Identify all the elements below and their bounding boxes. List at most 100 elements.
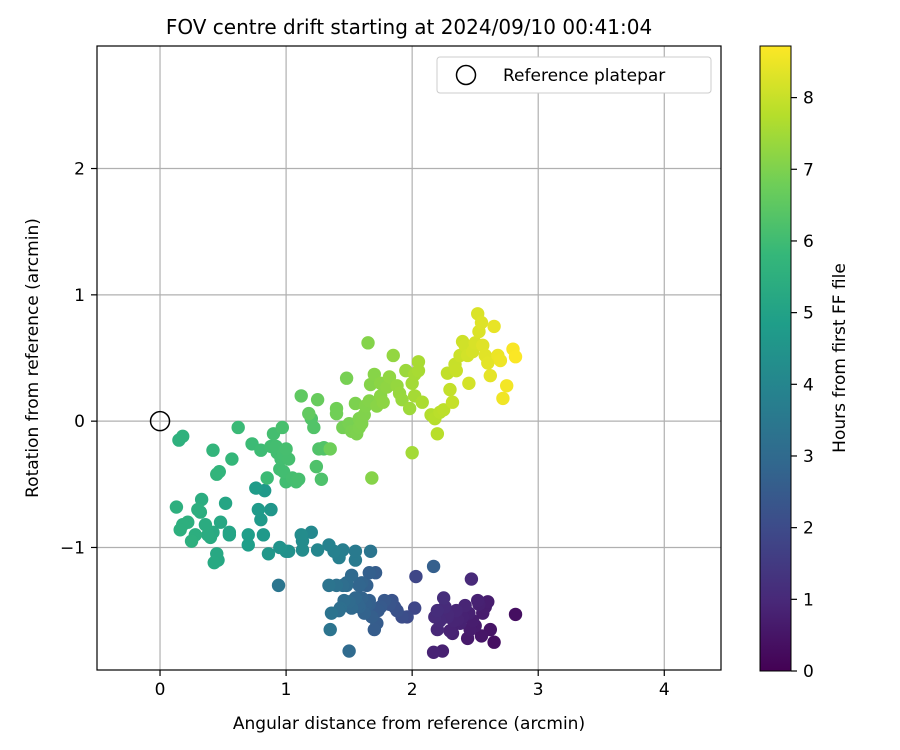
data-point xyxy=(382,370,397,384)
colorbar-tick-label: 8 xyxy=(803,89,814,109)
data-point xyxy=(323,622,337,637)
data-point xyxy=(402,401,417,416)
data-point xyxy=(191,502,205,517)
data-point xyxy=(395,392,409,407)
data-point xyxy=(271,578,286,593)
data-point xyxy=(445,395,460,409)
data-point xyxy=(329,406,344,421)
data-point xyxy=(483,368,498,383)
data-point xyxy=(251,502,266,517)
data-point xyxy=(508,607,523,622)
legend-label: Reference platepar xyxy=(503,66,665,86)
x-axis-ticks: 0 1 2 3 4 xyxy=(155,670,670,700)
data-point xyxy=(348,396,363,411)
colorbar-tick-label: 0 xyxy=(803,662,814,682)
legend: Reference platepar xyxy=(436,56,712,94)
data-point xyxy=(261,547,276,561)
x-tick-label: 0 xyxy=(155,680,166,700)
plot-frame xyxy=(96,45,722,671)
colorbar-ticks: 0 1 2 3 4 5 6 7 8 xyxy=(791,89,814,682)
data-point xyxy=(218,496,233,510)
scatter-points xyxy=(149,307,523,660)
data-point xyxy=(309,459,324,474)
data-point xyxy=(212,464,226,479)
data-point xyxy=(363,377,378,392)
data-point xyxy=(411,363,426,378)
data-point xyxy=(449,363,463,378)
data-point xyxy=(339,371,354,385)
data-point xyxy=(184,534,199,548)
data-point xyxy=(322,578,336,593)
colorbar-tick-label: 6 xyxy=(803,232,814,252)
data-point xyxy=(310,392,325,407)
data-point xyxy=(426,645,441,660)
data-point xyxy=(365,471,379,485)
data-point xyxy=(426,559,441,574)
data-point xyxy=(386,348,400,363)
data-point xyxy=(169,500,184,514)
y-tick-label: −1 xyxy=(60,538,85,558)
data-point xyxy=(241,538,255,552)
data-point xyxy=(464,572,479,586)
data-point xyxy=(275,420,290,435)
data-point xyxy=(304,525,319,540)
data-point xyxy=(474,629,489,643)
data-point xyxy=(493,353,508,368)
data-point xyxy=(487,635,501,649)
data-point xyxy=(314,472,329,486)
data-point xyxy=(367,622,382,637)
data-point xyxy=(207,555,221,570)
legend-reference-marker xyxy=(455,64,477,86)
data-point xyxy=(323,442,337,456)
data-point xyxy=(487,319,501,334)
data-point xyxy=(213,515,228,529)
colorbar-tick-label: 1 xyxy=(803,590,814,610)
data-point xyxy=(206,443,220,457)
legend-box xyxy=(436,56,712,94)
data-point xyxy=(409,569,423,584)
y-axis-label: Rotation from reference (arcmin) xyxy=(23,218,43,498)
data-point xyxy=(260,471,274,485)
data-point xyxy=(201,528,215,542)
data-point xyxy=(322,538,336,552)
data-point xyxy=(294,389,308,403)
colorbar-gradient xyxy=(759,45,792,672)
reference-platepar-marker xyxy=(149,410,171,432)
data-point xyxy=(352,578,366,593)
data-point xyxy=(405,446,419,460)
data-point xyxy=(508,350,523,364)
data-point xyxy=(194,492,209,507)
data-point xyxy=(462,376,476,390)
colorbar-label: Hours from first FF file xyxy=(830,263,850,453)
data-point xyxy=(281,452,296,466)
y-tick-label: 0 xyxy=(74,412,85,432)
x-axis-label: Angular distance from reference (arcmin) xyxy=(233,714,585,734)
data-point xyxy=(380,380,394,394)
data-point xyxy=(176,429,190,444)
y-tick-label: 2 xyxy=(74,160,85,180)
data-point xyxy=(348,544,363,558)
colorbar-tick-label: 3 xyxy=(803,447,814,467)
data-point xyxy=(254,443,268,457)
data-point xyxy=(310,543,325,557)
data-point xyxy=(499,379,514,393)
data-point xyxy=(481,356,495,370)
x-tick-label: 3 xyxy=(533,680,544,700)
chart-title: FOV centre drift starting at 2024/09/10 … xyxy=(166,15,652,39)
data-point xyxy=(476,338,490,353)
x-tick-label: 2 xyxy=(407,680,418,700)
data-point xyxy=(279,442,293,456)
data-point xyxy=(249,481,263,495)
grid xyxy=(97,46,721,670)
data-point xyxy=(363,544,378,558)
data-point xyxy=(324,606,339,620)
data-point xyxy=(376,395,390,409)
data-point xyxy=(291,472,306,486)
data-point xyxy=(256,528,271,542)
data-point xyxy=(302,406,316,421)
data-point xyxy=(436,591,451,605)
colorbar-tick-label: 2 xyxy=(803,519,814,539)
y-axis-ticks: −1 0 1 2 xyxy=(60,160,97,558)
data-point xyxy=(471,593,485,608)
